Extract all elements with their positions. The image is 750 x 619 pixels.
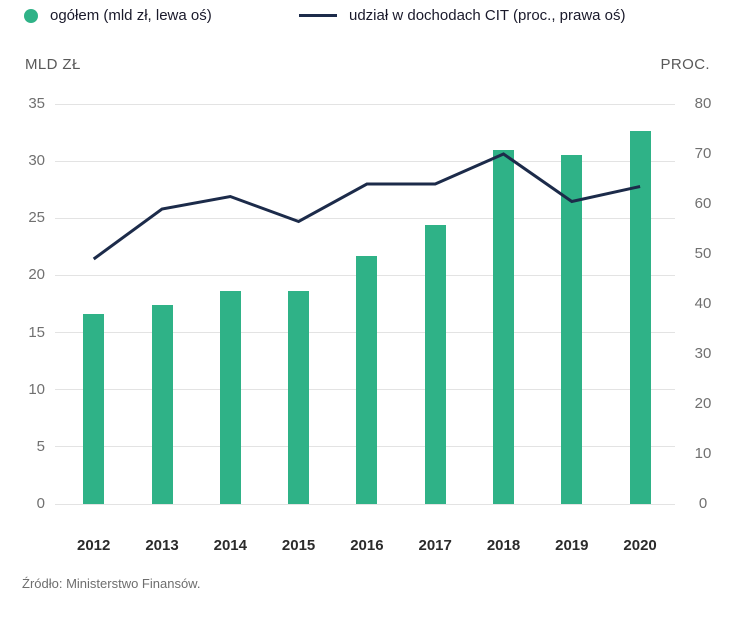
right-axis-tick: 10 — [694, 445, 712, 462]
right-axis-tick: 50 — [694, 245, 712, 262]
left-axis-tick: 25 — [28, 209, 45, 227]
bar-2020 — [629, 131, 651, 504]
legend-item-line: udział w dochodach CIT (proc., prawa oś) — [299, 7, 626, 24]
left-axis-tick: 15 — [28, 323, 45, 341]
gridline — [55, 103, 675, 105]
x-axis-label-2019: 2019 — [555, 537, 589, 554]
bar-2016 — [356, 256, 378, 504]
left-axis-tick: 35 — [28, 95, 45, 112]
x-axis-label-2017: 2017 — [418, 537, 452, 554]
x-axis-label-2013: 2013 — [145, 537, 179, 554]
right-axis-tick: 0 — [698, 495, 708, 512]
x-axis-label-2012: 2012 — [77, 537, 111, 554]
left-axis-tick: 20 — [28, 266, 45, 284]
legend-label-bars: ogółem (mld zł, lewa oś) — [50, 7, 212, 24]
bar-2014 — [219, 291, 241, 504]
line-series — [92, 152, 641, 261]
source-note: Źródło: Ministerstwo Finansów. — [22, 576, 201, 591]
x-axis-label-2016: 2016 — [350, 537, 384, 554]
bar-series-dot-icon — [24, 8, 38, 23]
bar-2018 — [493, 149, 514, 504]
right-axis-tick: 60 — [694, 195, 712, 212]
x-axis-label-2020: 2020 — [623, 537, 657, 554]
right-axis-tick: 70 — [694, 145, 712, 162]
x-axis-label-2014: 2014 — [213, 537, 247, 554]
plot-area — [55, 103, 675, 505]
left-axis-tick: 10 — [28, 380, 45, 398]
gridline — [55, 503, 675, 505]
bar-2012 — [83, 314, 105, 504]
x-axis-label-2015: 2015 — [281, 537, 316, 554]
left-axis-tick: 30 — [28, 152, 45, 170]
gridline — [55, 160, 675, 162]
gridline — [55, 217, 675, 219]
line-series-swatch-icon — [299, 14, 337, 17]
bar-2019 — [561, 155, 583, 504]
bar-2015 — [288, 291, 310, 504]
right-axis-tick: 20 — [694, 395, 712, 412]
x-axis-label-2018: 2018 — [486, 537, 521, 554]
right-axis-tick: 80 — [694, 95, 712, 112]
bar-2017 — [424, 225, 446, 504]
legend-item-bars: ogółem (mld zł, lewa oś) — [24, 7, 212, 24]
legend-label-line: udział w dochodach CIT (proc., prawa oś) — [349, 7, 626, 24]
right-axis-tick: 40 — [694, 295, 712, 312]
left-axis-title: MLD ZŁ — [25, 56, 81, 73]
right-axis-tick: 30 — [694, 345, 712, 362]
bar-2013 — [151, 305, 173, 504]
right-axis-title: PROC. — [660, 56, 710, 73]
left-axis-tick: 5 — [36, 437, 45, 455]
left-axis-tick: 0 — [36, 495, 45, 512]
